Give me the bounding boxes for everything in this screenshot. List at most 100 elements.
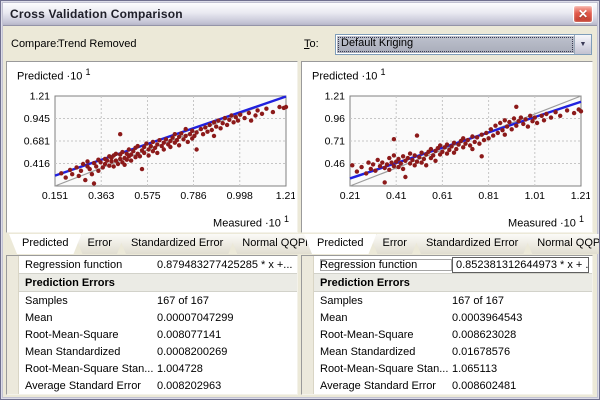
svg-text:0.363: 0.363 [88,190,114,202]
predicted-vs-measured-chart: 0.151 0.363 0.575 0.786 0.998 1.21 0.416 0.681 0… [24,91,295,203]
svg-text:1.21: 1.21 [30,91,51,103]
stats-row-mean-standardized: Mean Standardized 0.01678576 [302,343,592,360]
stats-value: 0.0008200269 [157,345,228,358]
stats-label: Regression function [320,258,452,271]
close-button[interactable]: ✕ [573,5,593,23]
stats-label: Average Standard Error [25,379,141,392]
stats-row-mean: Mean 0.0003964543 [302,309,592,326]
comparison-target-dropdown[interactable]: Default Kriging ▼ [335,34,592,55]
svg-text:0.46: 0.46 [325,158,346,170]
stats-value: 0.008202963 [157,379,222,392]
chevron-down-icon: ▼ [579,41,587,48]
stats-label: Mean Standardized [25,345,121,358]
stats-value[interactable]: 0.852381312644973 * x + ... [452,256,589,273]
tab-normal-qqplot[interactable]: Normal QQPlot [229,234,330,254]
stats-section-header: Prediction Errors [7,273,297,292]
stats-table: Regression function 0.879483277425285 * x… [6,255,298,395]
svg-text:0.786: 0.786 [180,190,206,202]
tab-predicted[interactable]: Predicted [9,234,81,254]
stats-value: 0.0003964543 [452,311,523,324]
svg-text:0.998: 0.998 [227,190,253,202]
to-label: To: [304,38,319,50]
stats-row-average-standard-error: Average Standard Error 0.008602481 [302,377,592,394]
stats-label: Mean [320,311,348,324]
stats-value: 0.008077141 [157,328,222,341]
section-label: Prediction Errors [25,276,115,289]
titlebar[interactable]: Cross Validation Comparison ✕ [3,3,597,26]
stats-label: Average Standard Error [320,379,436,392]
svg-text:0.81: 0.81 [478,190,499,202]
svg-text:1.21: 1.21 [276,190,295,202]
dropdown-button[interactable]: ▼ [574,35,591,54]
close-icon: ✕ [577,7,589,21]
svg-text:0.575: 0.575 [134,190,160,202]
stats-label: Root-Mean-Square [25,328,119,341]
stats-gutter [302,256,314,394]
stats-row-regression-function: Regression function 0.852381312644973 * x… [302,256,592,273]
stats-label: Mean [25,311,53,324]
stats-label: Samples [25,294,68,307]
stats-gutter [7,256,19,394]
stats-value: 0.008623028 [452,328,517,341]
svg-text:0.61: 0.61 [432,190,453,202]
stats-row-regression-function: Regression function 0.879483277425285 * x… [7,256,297,273]
stats-label: Root-Mean-Square Stan... [25,362,154,375]
chart-tab-strip: Predicted Error Standardized Error Normal Q… [9,234,298,254]
chart-box: Predicted ·10 1 0.21 0.41 0.61 0.81 1.01 1.21 0… [301,61,593,233]
svg-text:1.01: 1.01 [525,190,546,202]
stats-value: 1.004728 [157,362,203,375]
tab-standardized-error[interactable]: Standardized Error [118,234,236,254]
stats-value: 167 of 167 [157,294,209,307]
svg-text:0.71: 0.71 [325,136,346,148]
stats-label: Samples [320,294,363,307]
stats-row-root-mean-square: Root-Mean-Square 0.008077141 [7,326,297,343]
panel-right: Predicted ·10 1 0.21 0.41 0.61 0.81 1.01 1.21 0… [301,61,593,395]
stats-row-average-standard-error: Average Standard Error 0.008202963 [7,377,297,394]
stats-label: Mean Standardized [320,345,416,358]
stats-row-root-mean-square: Root-Mean-Square 0.008623028 [302,326,592,343]
compare-bar: Compare: Trend Removed To: Default Krigi… [1,34,599,56]
svg-text:0.416: 0.416 [24,158,50,170]
stats-table: Regression function 0.852381312644973 * x… [301,255,593,395]
panel-left: Predicted ·10 1 0.151 0.363 0.575 0.786 0.998… [6,61,298,395]
stats-value: 0.008602481 [452,379,517,392]
compare-value: Trend Removed [58,38,137,50]
stats-section-header: Prediction Errors [302,273,592,292]
stats-label: Root-Mean-Square [320,328,414,341]
svg-text:0.151: 0.151 [42,190,68,202]
x-axis-title: Measured ·10 1 [508,214,584,230]
stats-value: 1.065113 [452,362,498,375]
tab-error[interactable]: Error [369,234,419,254]
predicted-vs-measured-chart: 0.21 0.41 0.61 0.81 1.01 1.21 0.46 0.71 0.96 1.21 [325,91,590,203]
tab-standardized-error[interactable]: Standardized Error [413,234,531,254]
stats-value: 0.00007047299 [157,311,234,324]
svg-text:0.681: 0.681 [24,135,50,147]
section-label: Prediction Errors [320,276,410,289]
stats-value: 0.01678576 [452,345,511,358]
stats-value: 167 of 167 [452,294,504,307]
svg-text:0.945: 0.945 [24,113,50,125]
stats-row-mean: Mean 0.00007047299 [7,309,297,326]
tab-predicted[interactable]: Predicted [304,234,376,254]
x-axis-title: Measured ·10 1 [213,214,289,230]
comparison-panels: Predicted ·10 1 0.151 0.363 0.575 0.786 0.998… [1,56,599,395]
window-title: Cross Validation Comparison [10,7,183,21]
svg-text:0.21: 0.21 [340,190,361,202]
stats-row-samples: Samples 167 of 167 [302,292,592,309]
stats-row-samples: Samples 167 of 167 [7,292,297,309]
tab-error[interactable]: Error [74,234,124,254]
tab-normal-qqplot[interactable]: Normal QQPlot [524,234,600,254]
y-axis-title: Predicted ·10 1 [17,67,91,83]
chart-box: Predicted ·10 1 0.151 0.363 0.575 0.786 0.998… [6,61,298,233]
svg-text:0.41: 0.41 [386,190,407,202]
stats-value: 0.879483277425285 * x +... [157,258,293,271]
stats-row-root-mean-square-stan: Root-Mean-Square Stan... 1.004728 [7,360,297,377]
stats-label: Regression function [25,258,123,271]
compare-label: Compare: [11,38,60,50]
y-axis-title: Predicted ·10 1 [312,67,386,83]
svg-text:0.96: 0.96 [325,113,346,125]
stats-row-root-mean-square-stan: Root-Mean-Square Stan... 1.065113 [302,360,592,377]
dropdown-selected-value: Default Kriging [337,36,574,53]
svg-text:1.21: 1.21 [325,91,346,103]
